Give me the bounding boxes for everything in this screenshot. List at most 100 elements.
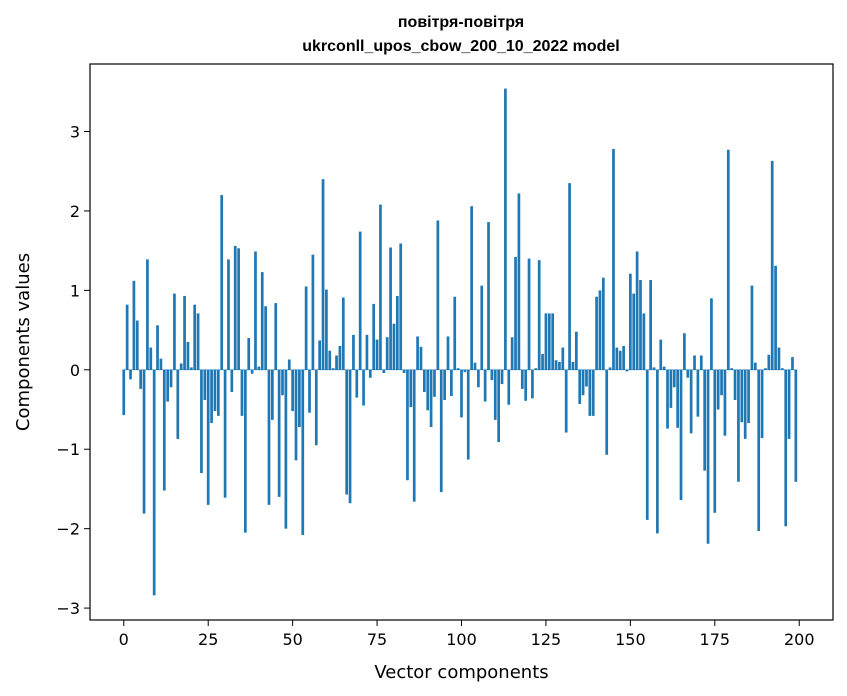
- bar: [254, 251, 257, 369]
- bar: [180, 363, 183, 369]
- bar: [217, 370, 220, 416]
- bar: [258, 367, 261, 370]
- bar: [619, 351, 622, 370]
- bar: [636, 251, 639, 369]
- bar: [268, 370, 271, 505]
- bar: [210, 370, 213, 423]
- bar: [207, 370, 210, 505]
- bar: [761, 370, 764, 438]
- bar: [578, 370, 581, 404]
- bar: [163, 370, 166, 491]
- bar: [122, 370, 125, 415]
- bar: [632, 294, 635, 370]
- bar: [136, 321, 139, 370]
- bar: [778, 348, 781, 370]
- bar: [312, 255, 315, 370]
- x-tick-label: 25: [198, 630, 218, 649]
- bar: [470, 206, 473, 370]
- bar: [430, 370, 433, 427]
- bar: [497, 370, 500, 442]
- bar: [612, 149, 615, 370]
- bar: [551, 313, 554, 369]
- bar: [143, 370, 146, 514]
- y-tick-label: −3: [56, 599, 80, 618]
- bar: [599, 290, 602, 369]
- bar: [146, 259, 149, 369]
- bar: [366, 335, 369, 370]
- bar: [622, 346, 625, 370]
- bar: [494, 370, 497, 420]
- bar: [643, 313, 646, 369]
- bar: [453, 297, 456, 370]
- bar: [609, 367, 612, 369]
- bar: [507, 370, 510, 405]
- x-tick-label: 50: [282, 630, 302, 649]
- bar: [491, 370, 494, 380]
- bar: [774, 266, 777, 370]
- bar: [484, 370, 487, 402]
- bar: [244, 370, 247, 533]
- bar: [352, 335, 355, 370]
- bar: [588, 370, 591, 416]
- chart-title-line1: повітря-повітря: [398, 14, 524, 31]
- bar: [426, 370, 429, 411]
- bar: [301, 370, 304, 535]
- bar: [264, 306, 267, 370]
- x-tick-label: 200: [784, 630, 815, 649]
- bar: [372, 304, 375, 370]
- bar: [464, 370, 467, 372]
- bar: [413, 370, 416, 502]
- bar: [420, 347, 423, 370]
- bar: [126, 305, 129, 370]
- bar: [170, 370, 173, 387]
- bar: [602, 278, 605, 370]
- bar: [582, 370, 585, 395]
- y-tick-label: −2: [56, 520, 80, 539]
- bar: [528, 259, 531, 370]
- bar: [318, 340, 321, 369]
- bar: [585, 370, 588, 387]
- bar: [160, 359, 163, 370]
- bar: [291, 370, 294, 411]
- bar: [727, 150, 730, 370]
- bar: [278, 370, 281, 497]
- bar: [501, 370, 504, 384]
- bar: [538, 260, 541, 370]
- bar: [149, 348, 152, 370]
- bar: [386, 337, 389, 370]
- bar: [521, 370, 524, 389]
- bar: [700, 356, 703, 370]
- bar: [545, 313, 548, 369]
- bar: [261, 272, 264, 370]
- bar: [605, 370, 608, 455]
- bar: [298, 370, 301, 427]
- bar: [224, 370, 227, 498]
- bar: [355, 370, 358, 398]
- bar: [680, 370, 683, 500]
- bar: [156, 325, 159, 369]
- bar: [504, 89, 507, 370]
- bar: [690, 370, 693, 434]
- bar: [393, 324, 396, 370]
- bar: [524, 370, 527, 401]
- bar: [518, 193, 521, 369]
- bar: [757, 370, 760, 531]
- bar: [295, 370, 298, 461]
- bar: [437, 220, 440, 369]
- bar: [139, 370, 142, 389]
- bar: [670, 370, 673, 408]
- bar: [166, 370, 169, 402]
- bar: [214, 370, 217, 411]
- bar: [328, 351, 331, 370]
- x-tick-label: 100: [446, 630, 477, 649]
- bar: [740, 370, 743, 422]
- bar: [646, 370, 649, 520]
- bar: [335, 356, 338, 370]
- bar: [345, 370, 348, 495]
- bar: [751, 286, 754, 370]
- bar: [653, 367, 656, 369]
- bar: [480, 286, 483, 370]
- bar: [710, 298, 713, 369]
